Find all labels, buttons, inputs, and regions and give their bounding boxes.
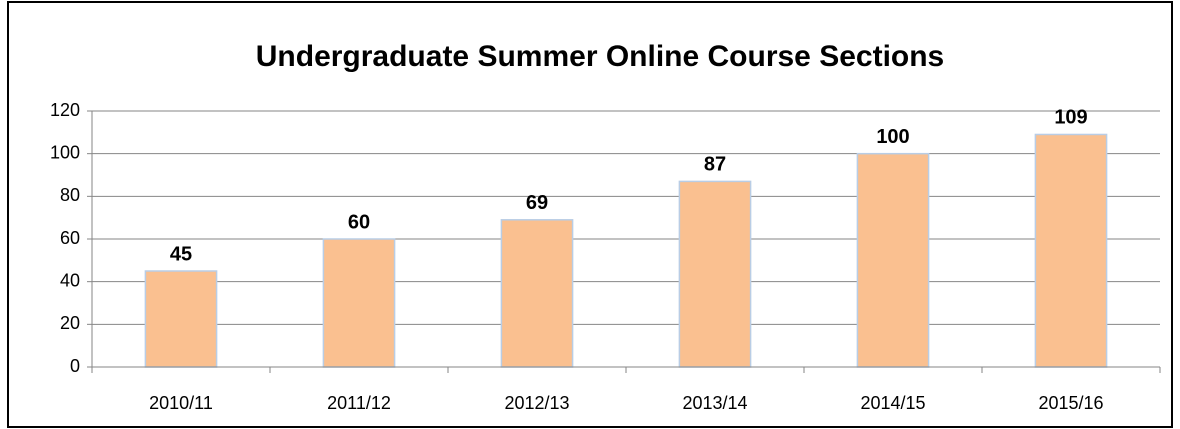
y-tick-label: 40: [60, 270, 80, 290]
y-tick-label: 100: [50, 142, 80, 162]
bar: [144, 270, 218, 368]
x-tick-label: 2010/11: [149, 393, 213, 413]
bar: [500, 219, 574, 368]
value-label: 69: [526, 192, 548, 214]
x-tick-label: 2013/14: [682, 393, 747, 413]
value-label: 100: [876, 126, 909, 148]
value-label: 60: [348, 211, 370, 233]
y-tick-label: 0: [70, 356, 80, 376]
y-tick-label: 60: [60, 228, 80, 248]
chart-title: Undergraduate Summer Online Course Secti…: [256, 40, 945, 73]
value-label: 109: [1054, 107, 1087, 129]
x-tick-label: 2012/13: [504, 393, 569, 413]
bar: [678, 180, 752, 368]
y-tick-label: 80: [60, 185, 80, 205]
y-tick-label: 20: [60, 313, 80, 333]
bar: [1034, 133, 1108, 368]
bar: [322, 238, 396, 368]
x-tick-label: 2014/15: [860, 393, 925, 413]
x-tick-label: 2011/12: [327, 393, 391, 413]
value-label: 87: [704, 154, 726, 176]
bar: [856, 152, 930, 368]
x-tick-label: 2015/16: [1038, 393, 1103, 413]
value-label: 45: [170, 243, 192, 265]
y-tick-label: 120: [50, 100, 80, 120]
